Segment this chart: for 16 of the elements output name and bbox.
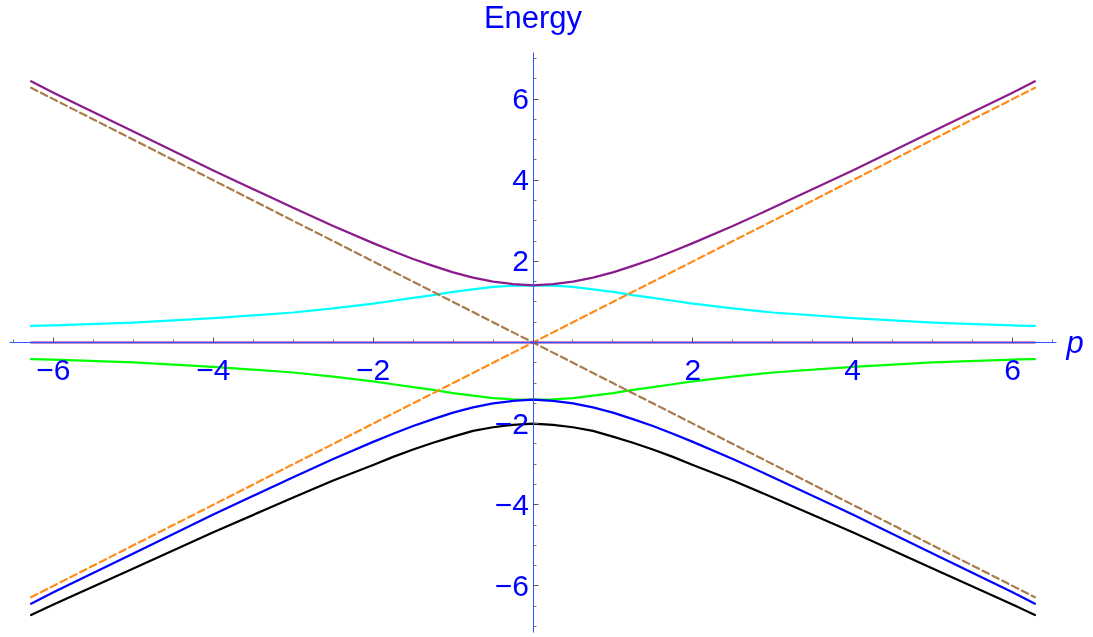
x-tick-label: 2 (684, 352, 702, 386)
y-tick-label: 4 (512, 163, 529, 197)
line-series (29, 284, 1037, 327)
x-axis-title: p (1065, 325, 1084, 360)
x-tick-label: 6 (1004, 352, 1021, 386)
line-series (29, 80, 1037, 287)
y-tick-label: −6 (494, 568, 530, 602)
x-tick-label: −6 (36, 352, 71, 386)
line-series (29, 86, 1037, 599)
y-axis-title: Energy (483, 0, 583, 35)
line-series (29, 398, 1037, 605)
y-tick-label: 6 (512, 82, 529, 116)
x-tick-label: −2 (356, 352, 391, 386)
y-tick-label: 2 (512, 244, 529, 278)
y-tick-label: −4 (494, 487, 530, 521)
line-series (29, 358, 1037, 401)
